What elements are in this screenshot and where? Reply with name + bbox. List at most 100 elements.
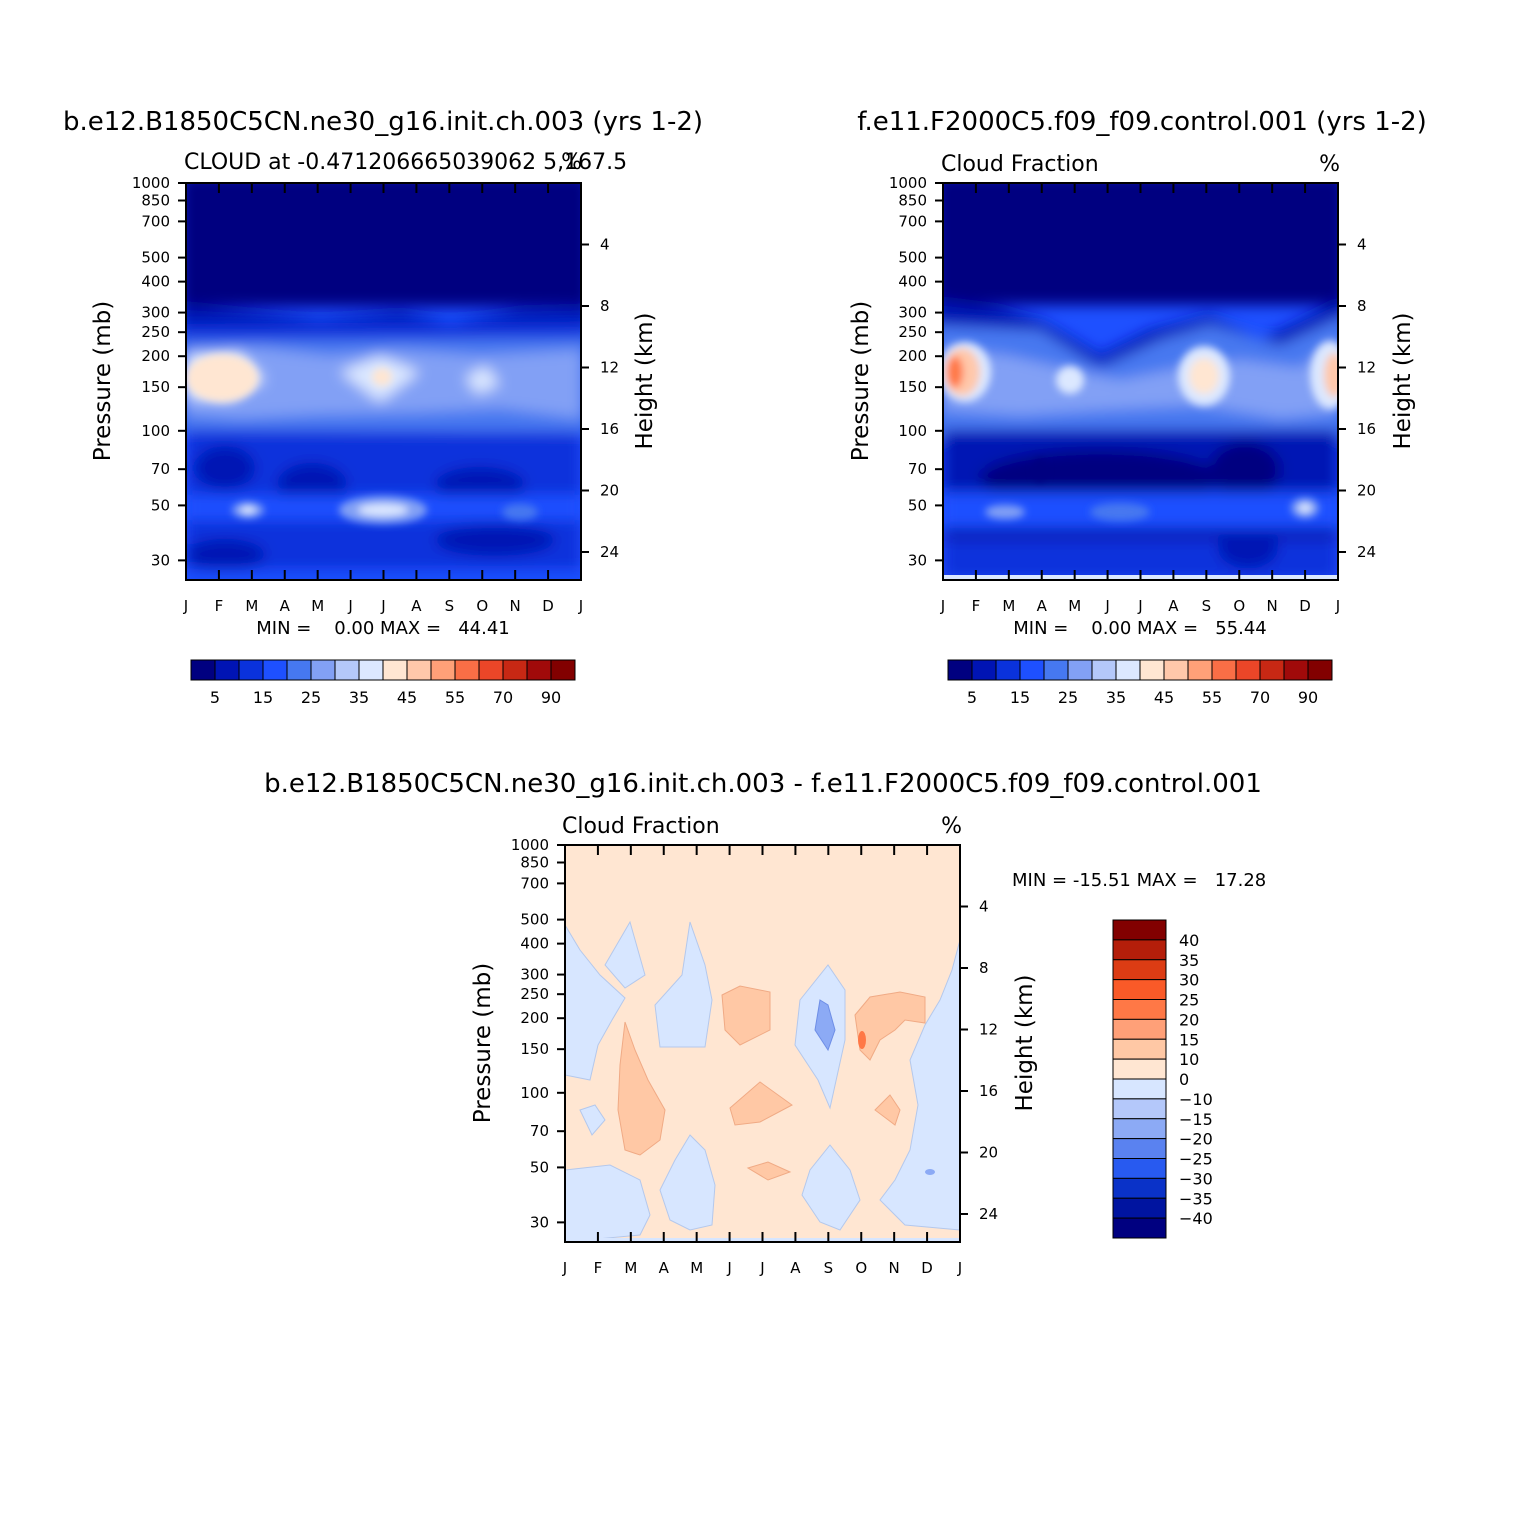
panel-1-colorbar-label: 70 bbox=[493, 688, 513, 707]
panel-1-x-tick-label: A bbox=[411, 597, 422, 615]
panel-3-x-tick-label: J bbox=[957, 1259, 962, 1277]
panel-1-y-tick-label: 70 bbox=[151, 460, 170, 478]
panel-3-subtitle: Cloud Fraction bbox=[562, 814, 720, 839]
panel-1-colorbar-label: 35 bbox=[349, 688, 369, 707]
panel-1-colorbar-label: 5 bbox=[210, 688, 220, 707]
panel-1-colorbar-box bbox=[430, 659, 456, 681]
panel-1-y-tick-label: 500 bbox=[141, 249, 170, 267]
panel-2-title: f.e11.F2000C5.f09_f09.control.001 (yrs 1… bbox=[857, 107, 1427, 137]
panel-3-y2-tick-label: 20 bbox=[979, 1143, 998, 1161]
panel-1-ylabel: Pressure (mb) bbox=[90, 301, 116, 461]
panel-1-contour-field bbox=[186, 183, 581, 580]
panel-3-colorbar-box bbox=[1112, 1058, 1167, 1080]
panel-3-colorbar-label: −30 bbox=[1179, 1169, 1213, 1188]
panel-2-colorbar-box bbox=[995, 659, 1021, 681]
panel-2-minmax: MIN = 0.00 MAX = 55.44 bbox=[1013, 618, 1266, 639]
panel-3-x-tick-label: J bbox=[726, 1259, 731, 1277]
panel-3-x-tick-label: F bbox=[594, 1259, 603, 1277]
panel-1-y2label: Height (km) bbox=[632, 312, 658, 449]
panel-3-x-tick-label: D bbox=[921, 1259, 933, 1277]
panel-1-colorbar-box bbox=[238, 659, 264, 681]
panel-3-colorbar-label: 0 bbox=[1179, 1070, 1189, 1089]
panel-3-y-tick-label: 200 bbox=[520, 1009, 549, 1027]
panel-1-y-tick-label: 200 bbox=[141, 347, 170, 365]
panel-3-colorbar-box bbox=[1112, 1158, 1167, 1179]
panel-1-y-tick-label: 150 bbox=[141, 378, 170, 396]
panel-2-x-tick-label: J bbox=[940, 597, 945, 615]
panel-3-colorbar-box bbox=[1112, 919, 1167, 941]
panel-1-x-tick-label: M bbox=[245, 597, 258, 615]
panel-3-y-tick-label: 100 bbox=[520, 1084, 549, 1102]
panel-2-colorbar-label: 25 bbox=[1058, 688, 1078, 707]
panel-2-x-tick-label: S bbox=[1202, 597, 1212, 615]
panel-2-colorbar-box bbox=[1259, 659, 1285, 681]
panel-3-colorbar-label: 30 bbox=[1179, 971, 1199, 990]
panel-1-y2-tick-label: 8 bbox=[600, 297, 610, 315]
panel-3-colorbar-box bbox=[1112, 1018, 1167, 1040]
panel-1-y2-tick-label: 16 bbox=[600, 420, 619, 438]
panel-2-colorbar-box bbox=[1091, 659, 1117, 681]
panel-2-colorbar-label: 55 bbox=[1202, 688, 1222, 707]
panel-3-contour-field bbox=[565, 845, 960, 1242]
panel-2-y2-tick-label: 8 bbox=[1357, 297, 1367, 315]
panel-2-colorbar-box bbox=[1139, 659, 1165, 681]
panel-2-y-tick-label: 500 bbox=[898, 249, 927, 267]
panel-3-colorbar-box bbox=[1112, 1038, 1167, 1060]
panel-2-y-tick-label: 1000 bbox=[889, 174, 927, 192]
panel-1-y2-tick-label: 24 bbox=[600, 543, 619, 561]
panel-1-y2-tick-label: 20 bbox=[600, 481, 619, 499]
panel-3-y2-tick-label: 24 bbox=[979, 1205, 998, 1223]
panel-3-y-tick-label: 70 bbox=[530, 1122, 549, 1140]
panel-1-colorbar-label: 45 bbox=[397, 688, 417, 707]
panel-1-y-tick-label: 700 bbox=[141, 212, 170, 230]
panel-2-colorbar-box bbox=[1019, 659, 1045, 681]
panel-2-x-tick-label: F bbox=[972, 597, 981, 615]
panel-3-colorbar-box bbox=[1112, 1177, 1167, 1199]
panel-2-y-tick-label: 30 bbox=[908, 551, 927, 569]
panel-1-x-tick-label: F bbox=[215, 597, 224, 615]
panel-3-x-tick-label: M bbox=[690, 1259, 703, 1277]
panel-2-y2-tick-label: 24 bbox=[1357, 543, 1376, 561]
panel-3-colorbar-label: 25 bbox=[1179, 991, 1199, 1010]
panel-1-colorbar-label: 15 bbox=[253, 688, 273, 707]
panel-3-colorbar-box bbox=[1112, 1138, 1167, 1159]
panel-1-y-tick-label: 30 bbox=[151, 551, 170, 569]
panel-2-colorbar-box bbox=[1307, 659, 1333, 681]
panel-2-colorbar-label: 15 bbox=[1010, 688, 1030, 707]
panel-3-colorbar-box bbox=[1112, 1217, 1167, 1239]
panel-2-x-tick-label: M bbox=[1068, 597, 1081, 615]
panel-2-x-tick-label: A bbox=[1037, 597, 1048, 615]
panel-2-colorbar-label: 35 bbox=[1106, 688, 1126, 707]
panel-2-colorbar-box bbox=[1187, 659, 1213, 681]
panel-3-colorbar-label: 40 bbox=[1179, 931, 1199, 950]
panel-1-colorbar-box bbox=[286, 659, 312, 681]
panel-1-x-tick-label: D bbox=[542, 597, 554, 615]
panel-3-colorbar-box bbox=[1112, 939, 1167, 961]
panel-2-colorbar-box bbox=[1115, 659, 1141, 681]
panel-1-x-tick-label: J bbox=[347, 597, 352, 615]
panel-3-colorbar-label: 35 bbox=[1179, 951, 1199, 970]
panel-2-ylabel: Pressure (mb) bbox=[848, 301, 874, 461]
panel-2-colorbar-label: 45 bbox=[1154, 688, 1174, 707]
panel-1-title: b.e12.B1850C5CN.ne30_g16.init.ch.003 (yr… bbox=[63, 107, 703, 137]
panel-1-y2-tick-label: 12 bbox=[600, 358, 619, 376]
panel-3-x-tick-label: M bbox=[624, 1259, 637, 1277]
panel-2-units: % bbox=[1319, 152, 1340, 177]
panel-2-y-tick-label: 300 bbox=[898, 304, 927, 322]
panel-1-x-tick-label: J bbox=[183, 597, 188, 615]
panel-3-y-tick-label: 500 bbox=[520, 911, 549, 929]
panel-2-y-tick-label: 100 bbox=[898, 422, 927, 440]
panel-1-colorbar-label: 25 bbox=[301, 688, 321, 707]
panel-2-colorbar-box bbox=[1067, 659, 1093, 681]
panel-3-units: % bbox=[941, 814, 962, 839]
panel-1-colorbar-box bbox=[406, 659, 432, 681]
panel-1-y-tick-label: 300 bbox=[141, 304, 170, 322]
panel-2-y-tick-label: 150 bbox=[898, 378, 927, 396]
panel-1-colorbar-box bbox=[310, 659, 336, 681]
panel-2-y-tick-label: 400 bbox=[898, 273, 927, 291]
panel-2-y2-tick-label: 16 bbox=[1357, 420, 1376, 438]
panel-2-y-tick-label: 250 bbox=[898, 323, 927, 341]
panel-2-y2label: Height (km) bbox=[1390, 312, 1416, 449]
panel-1-y-tick-label: 400 bbox=[141, 273, 170, 291]
panel-2-x-tick-label: N bbox=[1267, 597, 1278, 615]
